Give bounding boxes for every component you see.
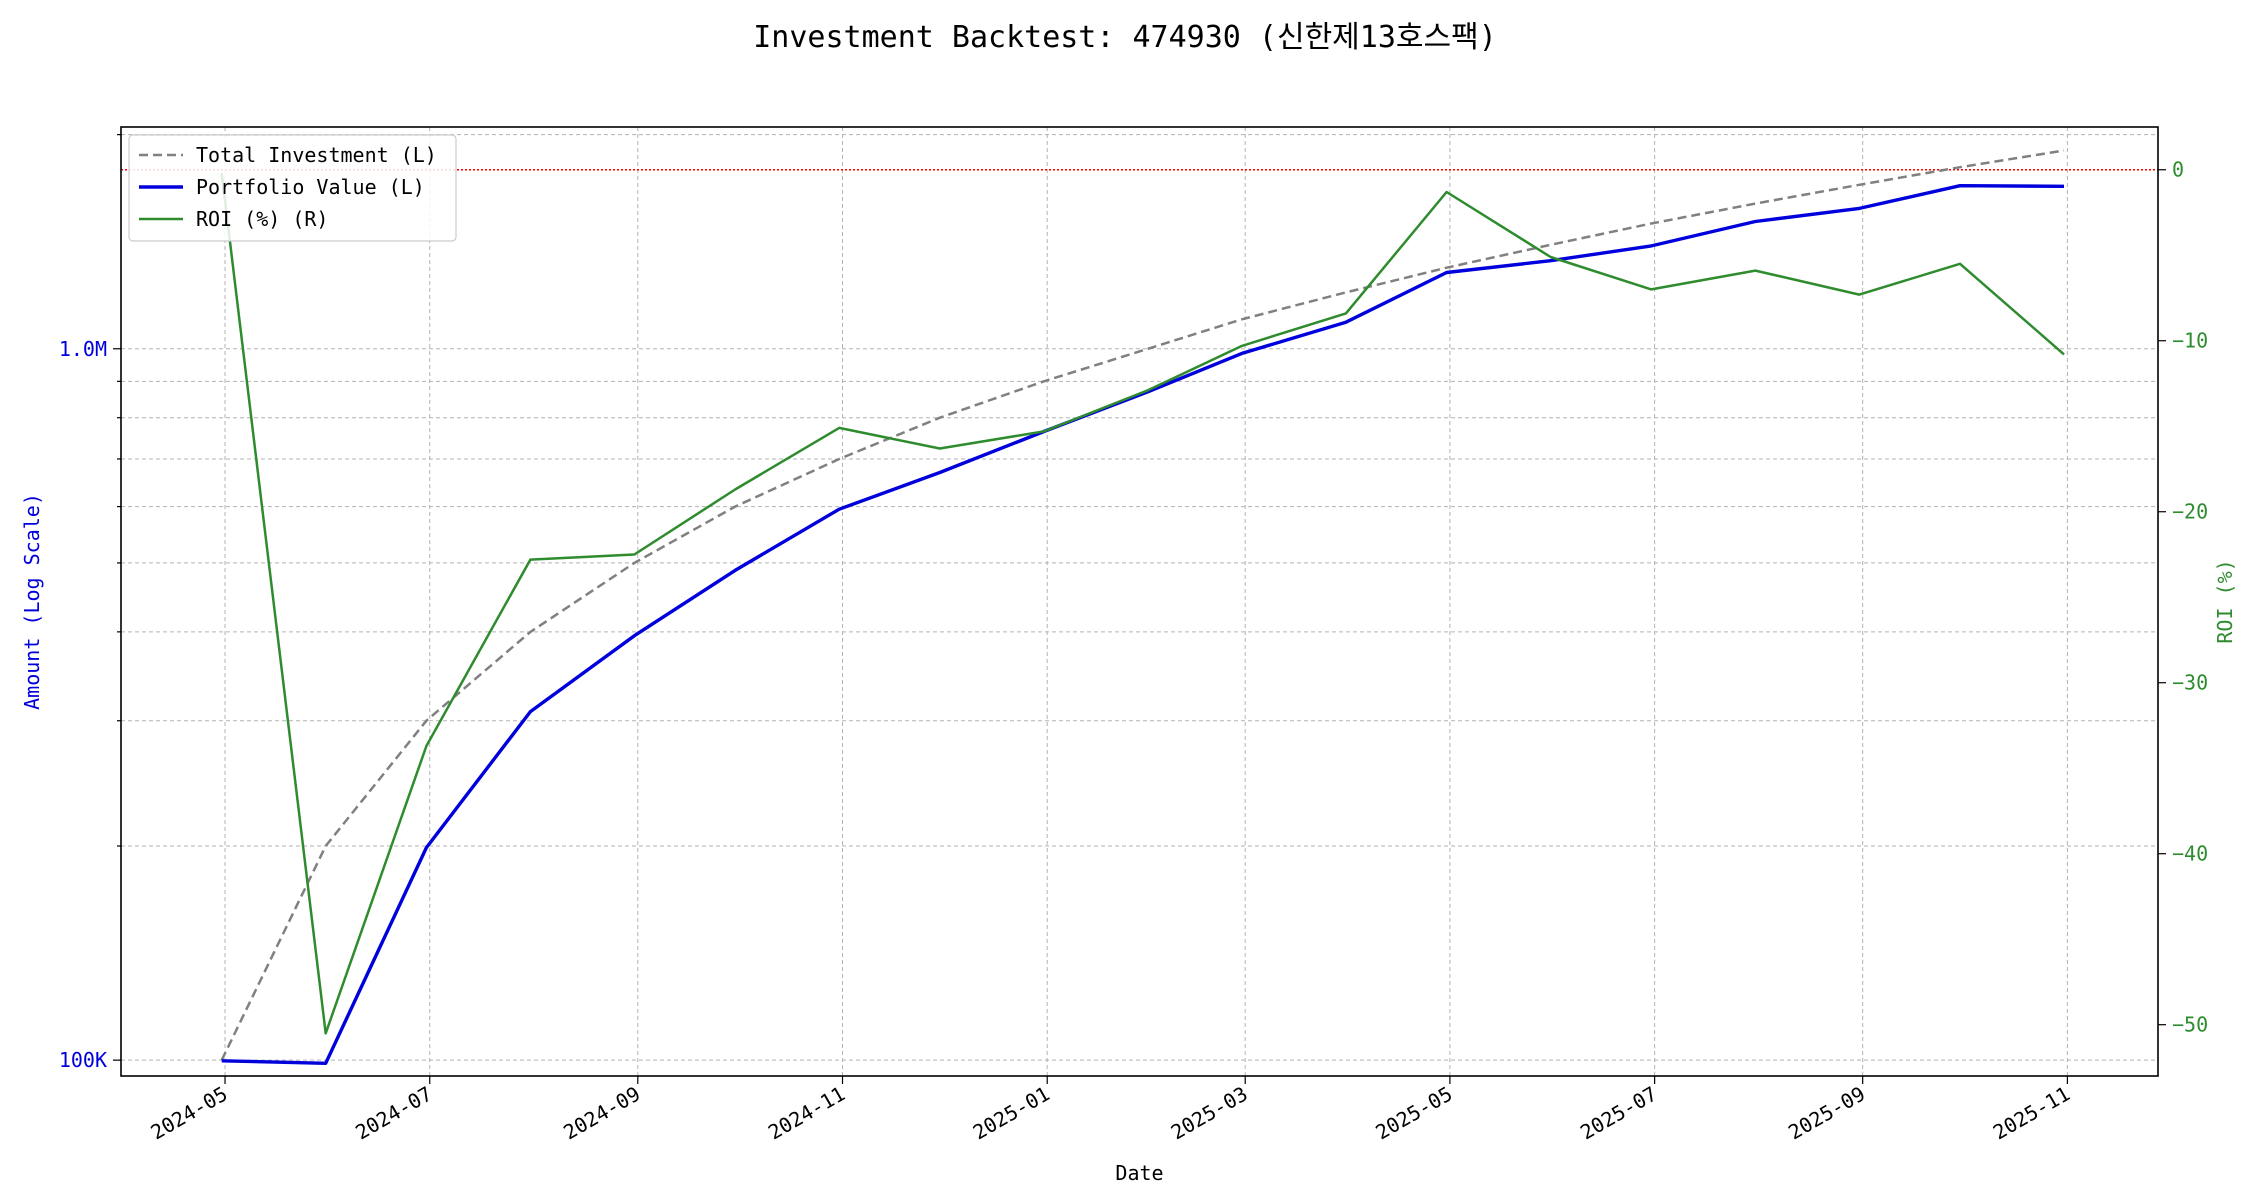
grid-layer — [121, 127, 2158, 1076]
right-y-tick-label: −30 — [2172, 671, 2208, 695]
x-axis-label: Date — [1115, 1161, 1163, 1185]
series-line-portfolio-value-l — [221, 183, 2065, 1066]
legend: Total Investment (L) Portfolio Value (L) R… — [128, 134, 457, 242]
legend-entry-label: Total Investment (L) — [196, 143, 437, 167]
right-y-tick-label: −40 — [2172, 842, 2208, 866]
left-y-tick-label: 100K — [59, 1048, 107, 1072]
right-y-axis-label: ROI (%) — [2213, 559, 2237, 643]
right-y-tick-label: 0 — [2172, 158, 2184, 182]
right-y-tick-label: −20 — [2172, 500, 2208, 524]
legend-box — [128, 134, 457, 242]
plot-area-frame — [120, 126, 2159, 1077]
series-layer — [220, 149, 2065, 1066]
series-line-total-investment-l — [220, 149, 2065, 1061]
chart-title: Investment Backtest: 474930 (신한제13호스팩) — [753, 20, 1497, 55]
left-y-tick-label: 1.0M — [59, 337, 107, 361]
series-line-roi-r — [220, 173, 2065, 1035]
legend-entry-label: ROI (%) (R) — [196, 207, 328, 231]
right-y-tick-label: −50 — [2172, 1013, 2208, 1037]
left-y-axis-label: Amount (Log Scale) — [20, 493, 44, 710]
legend-entry-label: Portfolio Value (L) — [196, 175, 425, 199]
right-y-tick-label: −10 — [2172, 329, 2208, 353]
